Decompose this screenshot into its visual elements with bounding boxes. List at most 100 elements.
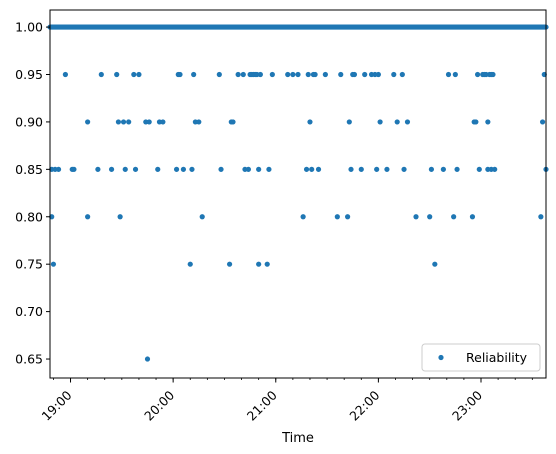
data-point [451, 214, 457, 220]
data-point [187, 261, 193, 267]
data-point [413, 214, 419, 220]
data-point [401, 166, 407, 172]
data-point [440, 166, 446, 172]
data-point [160, 119, 166, 125]
data-point [189, 166, 195, 172]
data-point [346, 119, 352, 125]
data-point [62, 71, 68, 78]
data-point [469, 214, 476, 220]
data-point [375, 71, 381, 78]
y-tick-label: 0.75 [15, 257, 43, 272]
data-point [50, 261, 57, 267]
data-point [374, 166, 380, 172]
data-point [245, 166, 251, 172]
data-point [473, 119, 479, 125]
data-point [216, 71, 222, 78]
data-point [454, 166, 460, 172]
data-point [114, 71, 120, 78]
data-point [235, 71, 241, 78]
data-point [391, 71, 397, 78]
data-point [266, 166, 272, 172]
y-tick-label: 0.90 [15, 114, 43, 129]
data-point [230, 119, 236, 125]
y-tick-label: 0.85 [15, 162, 43, 177]
legend-label: Reliability [466, 350, 528, 365]
data-point [55, 166, 62, 172]
data-point [199, 214, 205, 220]
y-axis: 0.65 0.70 0.75 0.80 0.85 0.90 0.95 1.00 [15, 20, 50, 367]
data-point [474, 71, 481, 78]
data-point [538, 214, 544, 220]
data-point [432, 261, 438, 267]
data-point [95, 166, 101, 172]
data-point [300, 214, 306, 220]
data-point [315, 166, 322, 172]
data-point [362, 71, 368, 78]
data-point [173, 166, 180, 172]
legend-marker [438, 354, 444, 361]
plot-area [47, 9, 549, 379]
data-point [305, 71, 311, 78]
data-point [490, 71, 496, 78]
data-point [131, 71, 137, 78]
data-point [240, 71, 246, 78]
data-point [345, 214, 351, 220]
data-point [115, 119, 122, 125]
data-point [285, 71, 291, 78]
data-point [539, 119, 546, 125]
y-tick-label: 0.95 [15, 67, 43, 82]
y-tick-label: 1.00 [15, 20, 43, 35]
data-point [394, 119, 400, 125]
data-point [322, 71, 328, 78]
data-point [492, 166, 498, 172]
data-points [49, 71, 549, 362]
data-point [257, 71, 263, 78]
data-point [191, 71, 197, 78]
data-point [155, 166, 161, 172]
data-point [264, 261, 270, 267]
data-point [445, 71, 452, 78]
data-point [122, 166, 128, 172]
data-point [427, 214, 433, 220]
legend: Reliability [421, 343, 541, 372]
legend-box [421, 343, 541, 372]
data-point [98, 71, 104, 78]
data-point [146, 119, 152, 125]
data-point [226, 261, 233, 267]
data-point [256, 261, 262, 267]
data-point [384, 166, 390, 172]
data-point [351, 71, 358, 78]
data-point [290, 71, 296, 78]
data-point [144, 356, 151, 362]
data-point [269, 71, 275, 78]
y-tick-label: 0.80 [15, 209, 43, 224]
data-point [338, 71, 344, 78]
data-point [399, 71, 405, 78]
data-point [377, 119, 383, 125]
data-point [303, 166, 310, 172]
data-point [218, 166, 224, 172]
data-point [452, 71, 458, 78]
data-point [307, 119, 313, 125]
data-point [85, 119, 91, 125]
data-point [358, 166, 364, 172]
data-point [132, 166, 139, 172]
data-point [126, 119, 132, 125]
data-point [196, 119, 202, 125]
data-point [120, 119, 127, 125]
data-point [136, 71, 142, 78]
data-point [485, 119, 491, 125]
y-tick-label: 0.65 [15, 352, 43, 367]
data-point [348, 166, 354, 172]
data-point [476, 166, 482, 172]
data-point [256, 166, 262, 172]
data-point [177, 71, 183, 78]
y-tick-label: 0.70 [15, 304, 43, 319]
plot-frame [49, 9, 547, 379]
data-point [334, 214, 340, 220]
data-point [85, 214, 91, 220]
data-point [309, 166, 315, 172]
data-point [428, 166, 435, 172]
data-point [117, 214, 123, 220]
